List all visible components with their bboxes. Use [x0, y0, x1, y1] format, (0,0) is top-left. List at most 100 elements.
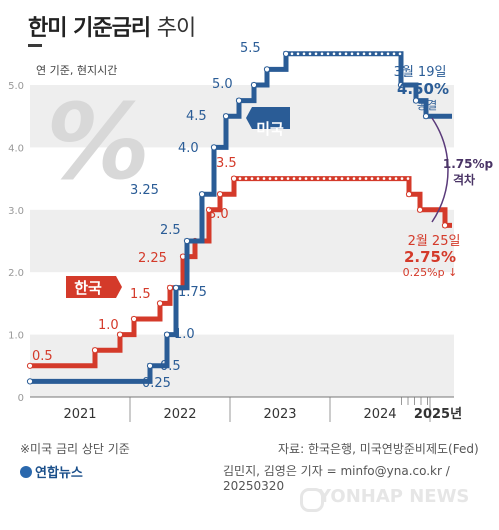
rate-point [205, 206, 213, 213]
plateau-dot [358, 177, 362, 180]
plateau-dot [244, 177, 248, 180]
us-rate-label: 4.5 [186, 109, 207, 124]
x-tick-label: 2024 [363, 407, 396, 422]
plateau-dot [296, 52, 300, 56]
us-rate: 4.50% [397, 80, 449, 98]
plateau-dot [262, 177, 266, 180]
gap-label: 격차 [453, 172, 475, 187]
plateau-dot [374, 52, 378, 56]
y-tick-label: 0 [18, 393, 24, 404]
plateau-dot [346, 177, 350, 180]
plateau-dot [256, 177, 260, 180]
kr-date: 2월 25일 [408, 234, 461, 249]
plateau-dot [338, 52, 342, 56]
kr-rate-label: 1.5 [130, 287, 151, 302]
rate-point [250, 81, 258, 89]
plateau-dot [334, 177, 338, 180]
rate-point [416, 206, 424, 213]
watermark: YONHAP NEWS [318, 486, 470, 507]
credit-text: 김민지, 김영은 기자 = minfo@yna.co.kr / 20250320 [223, 464, 450, 493]
plateau-dot [350, 52, 354, 56]
us-rate-label: 1.0 [174, 327, 195, 342]
kr-rate-label: 3.5 [216, 156, 237, 171]
watermark-icon [300, 488, 324, 512]
plateau-dot [392, 52, 396, 56]
plateau-dot [332, 52, 336, 56]
plateau-dot [340, 177, 344, 180]
plateau-dot [370, 177, 374, 180]
y-tick-label: 2.0 [8, 268, 24, 279]
rate-point [216, 191, 224, 198]
plateau-dot [356, 52, 360, 56]
kr-rate: 2.75% [404, 248, 456, 266]
plateau-dot [284, 52, 288, 56]
rate-point [263, 66, 271, 73]
x-tick-label: 2021 [63, 407, 96, 422]
title-sub: 추이 [156, 16, 196, 41]
plateau-dot [382, 177, 386, 180]
kr-rate-line [30, 176, 452, 369]
x-tick-label: 2022 [163, 407, 196, 422]
rate-point [183, 237, 191, 245]
plateau-dot [380, 52, 384, 56]
plateau-dot [326, 52, 330, 56]
page-title: 한미 기준금리 추이 [28, 10, 196, 42]
rate-point [172, 284, 180, 291]
rate-point [156, 300, 164, 307]
rate-point [26, 362, 34, 369]
us-rate-label: 1.75 [178, 285, 207, 300]
rate-point [163, 331, 171, 338]
x-tick-label: 2025년 [414, 407, 462, 422]
y-tick-label: 4.0 [8, 143, 24, 154]
brand-logo: 연합뉴스 [20, 462, 83, 481]
rate-point [116, 331, 124, 338]
kr-change: 0.25%p ↓ [403, 266, 458, 279]
x-tick-label: 2023 [263, 407, 296, 422]
plateau-dot [250, 177, 254, 180]
percent-glyph: % [46, 81, 150, 203]
footnote: ※미국 금리 상단 기준 [20, 442, 130, 456]
plateau-dot [364, 177, 368, 180]
rate-point [441, 222, 449, 229]
plateau-dot [268, 177, 272, 180]
plateau-dot [344, 52, 348, 56]
us-rate-label: 5.5 [240, 41, 261, 56]
us-status: 동결 [417, 99, 437, 112]
gap-value: 1.75%p [443, 157, 494, 171]
plateau-dot [400, 177, 404, 180]
us-tag-label: 미국 [256, 120, 284, 138]
plateau-dot [238, 177, 242, 180]
us-rate-label: 3.25 [130, 183, 159, 198]
kr-tag-label: 한국 [74, 279, 102, 297]
plateau-dot [376, 177, 380, 180]
plateau-dot [310, 177, 314, 180]
rate-point [405, 191, 413, 198]
plateau-dot [304, 177, 308, 180]
plateau-dot [406, 177, 410, 180]
y-tick-label: 1.0 [8, 331, 24, 342]
brand-icon [20, 466, 32, 478]
plateau-dot [280, 177, 284, 180]
rate-point [235, 97, 243, 104]
plateau-dot [274, 177, 278, 180]
plateau-dot [290, 52, 294, 56]
title-underline [28, 44, 42, 47]
rate-point [222, 113, 230, 120]
us-rate-label: 2.5 [160, 223, 181, 238]
rate-point [130, 315, 138, 323]
us-tag-shape [246, 107, 290, 129]
plateau-dot [286, 177, 290, 180]
kr-rate-label: 0.5 [32, 349, 53, 364]
grid-band [30, 334, 454, 397]
plateau-dot [316, 177, 320, 180]
plateau-dot [292, 177, 296, 180]
y-tick-label: 3.0 [8, 206, 24, 217]
plateau-dot [322, 177, 326, 180]
source-text: 자료: 한국은행, 미국연방준비제도(Fed) [278, 442, 479, 456]
kr-rate-label: 1.0 [98, 318, 119, 333]
brand-name: 연합뉴스 [35, 466, 83, 481]
grid-band [30, 209, 454, 273]
us-rate-label: 0.25 [142, 376, 171, 391]
plateau-dot [328, 177, 332, 180]
